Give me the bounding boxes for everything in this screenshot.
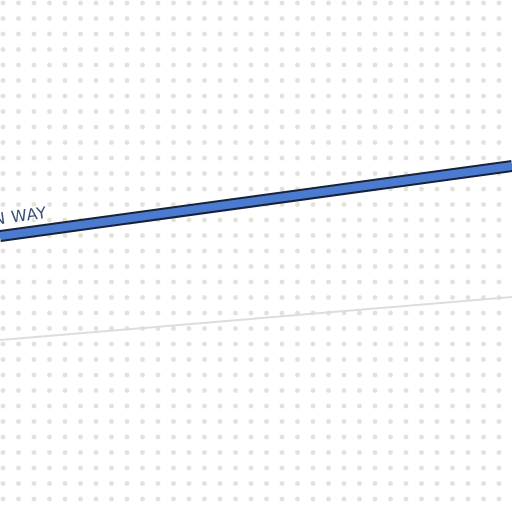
major-road-fill	[0, 162, 512, 240]
minor-road[interactable]	[0, 296, 512, 341]
major-road[interactable]	[0, 160, 512, 242]
